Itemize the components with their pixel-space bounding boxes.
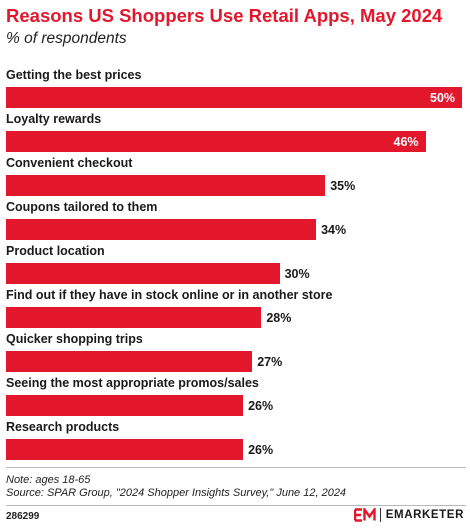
bar	[6, 263, 280, 284]
bar-category-label: Loyalty rewards	[6, 112, 102, 126]
chart-header: Reasons US Shoppers Use Retail Apps, May…	[6, 4, 466, 49]
bar	[6, 395, 244, 416]
bar-row: Find out if they have in stock online or…	[0, 286, 470, 330]
bar	[6, 87, 462, 108]
bar-value-label: 50%	[430, 91, 456, 105]
bar-category-label: Seeing the most appropriate promos/sales	[6, 376, 259, 390]
bar-category-label: Find out if they have in stock online or…	[6, 288, 333, 302]
bar-category-label: Research products	[6, 420, 120, 434]
chart-id: 286299	[6, 511, 40, 522]
bar-value-label: 46%	[393, 135, 419, 149]
bar-row: Getting the best prices 50%	[0, 66, 470, 110]
bar-category-label: Convenient checkout	[6, 156, 133, 170]
chart-source: Source: SPAR Group, "2024 Shopper Insigh…	[6, 487, 347, 499]
bar-value-label: 34%	[321, 223, 347, 237]
bar-row: Coupons tailored to them 34%	[0, 198, 470, 242]
bar-category-label: Quicker shopping trips	[6, 332, 143, 346]
bar-row: Research products 26%	[0, 418, 470, 462]
bar-value-label: 26%	[248, 443, 274, 457]
brand-logo: EMARKETER	[353, 506, 464, 524]
brand-divider	[379, 508, 381, 522]
bar-row: Quicker shopping trips 27%	[0, 330, 470, 374]
chart-note: Note: ages 18-65	[6, 474, 91, 486]
brand-name: EMARKETER	[385, 509, 464, 521]
bar-row: Seeing the most appropriate promos/sales…	[0, 374, 470, 418]
bar	[6, 439, 244, 460]
bar-value-label: 30%	[284, 267, 310, 281]
bar	[6, 351, 253, 372]
chart-title: Reasons US Shoppers Use Retail Apps, May…	[6, 5, 443, 26]
bar-category-label: Coupons tailored to them	[6, 200, 158, 214]
divider-top	[6, 467, 466, 468]
em-logo-icon	[353, 508, 376, 522]
bar-chart: Getting the best prices 50% Loyalty reward…	[0, 66, 470, 462]
bar	[6, 175, 326, 196]
bar-value-label: 35%	[330, 179, 356, 193]
bar-row: Product location 30%	[0, 242, 470, 286]
bar	[6, 219, 317, 240]
bar-row: Convenient checkout 35%	[0, 154, 470, 198]
bar	[6, 307, 262, 328]
chart-subtitle: % of respondents	[6, 30, 127, 47]
bar-value-label: 26%	[248, 399, 274, 413]
bar-value-label: 27%	[257, 355, 283, 369]
bar-category-label: Product location	[6, 244, 105, 258]
bar-value-label: 28%	[266, 311, 292, 325]
bar-row: Loyalty rewards 46%	[0, 110, 470, 154]
bar-category-label: Getting the best prices	[6, 68, 142, 82]
bar	[6, 131, 426, 152]
divider-bottom	[6, 505, 466, 506]
